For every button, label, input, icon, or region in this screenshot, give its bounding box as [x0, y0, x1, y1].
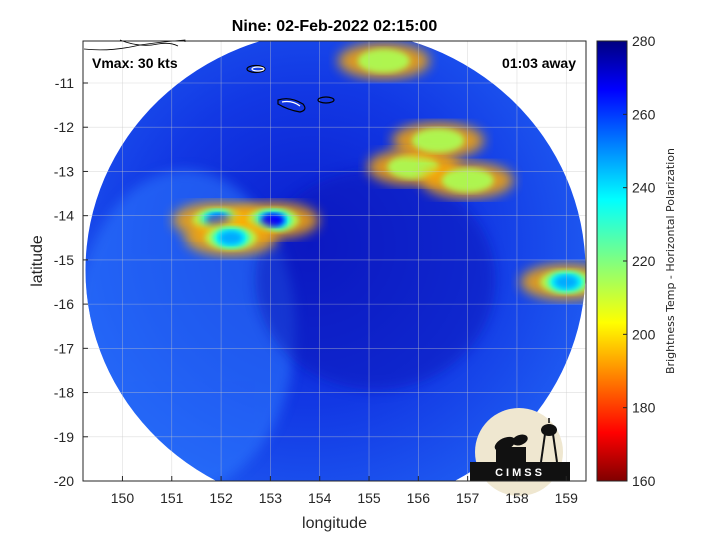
x-tick-label: 158	[505, 490, 529, 506]
x-axis-label: longitude	[302, 515, 367, 532]
cimss-logo: CIMSS	[470, 408, 570, 496]
y-axis-ticks: -11 -12 -13 -14 -15 -16 -17 -18 -19 -20	[54, 75, 88, 489]
logo-bar	[470, 462, 570, 481]
x-tick-label: 157	[456, 490, 480, 506]
water-tower-icon	[540, 418, 558, 463]
x-tick-label: 153	[259, 490, 283, 506]
colorbar: 160 180 200 220 240 260 280 Brightness Temp - …	[596, 33, 677, 489]
y-tick-label: -11	[55, 75, 74, 91]
colorbar-gradient	[596, 40, 628, 482]
x-tick-label: 154	[308, 490, 332, 506]
y-tick-label: -17	[54, 340, 74, 356]
x-tick-label: 156	[407, 490, 431, 506]
x-tick-label: 155	[357, 490, 381, 506]
x-tick-label: 159	[555, 490, 579, 506]
colorbar-tick-label: 240	[632, 180, 656, 196]
y-tick-label: -16	[54, 296, 74, 312]
convection-feature	[337, 42, 430, 79]
colorbar-tick-label: 160	[632, 473, 656, 489]
plot-frame	[82, 40, 587, 482]
vmax-annotation: Vmax: 30 kts	[92, 55, 178, 71]
x-tick-label: 151	[160, 490, 184, 506]
x-tick-label: 150	[111, 490, 135, 506]
microwave-swath	[85, 41, 586, 481]
y-tick-label: -13	[54, 163, 74, 179]
satellite-dish-icon	[494, 434, 528, 462]
colorbar-ticks: 160 180 200 220 240 260 280	[623, 33, 656, 489]
colorbar-tick-label: 180	[632, 400, 656, 416]
y-tick-label: -15	[54, 252, 74, 268]
convection-feature	[184, 219, 277, 256]
coastlines	[83, 39, 335, 113]
y-tick-label: -20	[54, 473, 74, 489]
y-tick-label: -14	[54, 208, 74, 224]
colorbar-tick-label: 220	[632, 253, 656, 269]
y-axis-label: latitude	[29, 235, 46, 287]
colorbar-tick-label: 200	[632, 326, 656, 342]
convection-feature	[392, 122, 485, 159]
grid-lines	[83, 41, 586, 482]
y-tick-label: -19	[54, 429, 74, 445]
chart-title: Nine: 02-Feb-2022 02:15:00	[232, 18, 438, 35]
logo-text: CIMSS	[495, 467, 545, 479]
time-offset-annotation: 01:03 away	[502, 55, 576, 71]
x-tick-label: 152	[209, 490, 233, 506]
colorbar-tick-label: 280	[632, 33, 656, 49]
y-tick-label: -18	[54, 385, 74, 401]
x-axis-ticks: 150 151 152 153 154 155 156 157 158 159	[111, 476, 578, 506]
y-tick-label: -12	[54, 119, 74, 135]
colorbar-label: Brightness Temp - Horizontal Polarizatio…	[664, 148, 677, 374]
colorbar-tick-label: 260	[632, 106, 656, 122]
